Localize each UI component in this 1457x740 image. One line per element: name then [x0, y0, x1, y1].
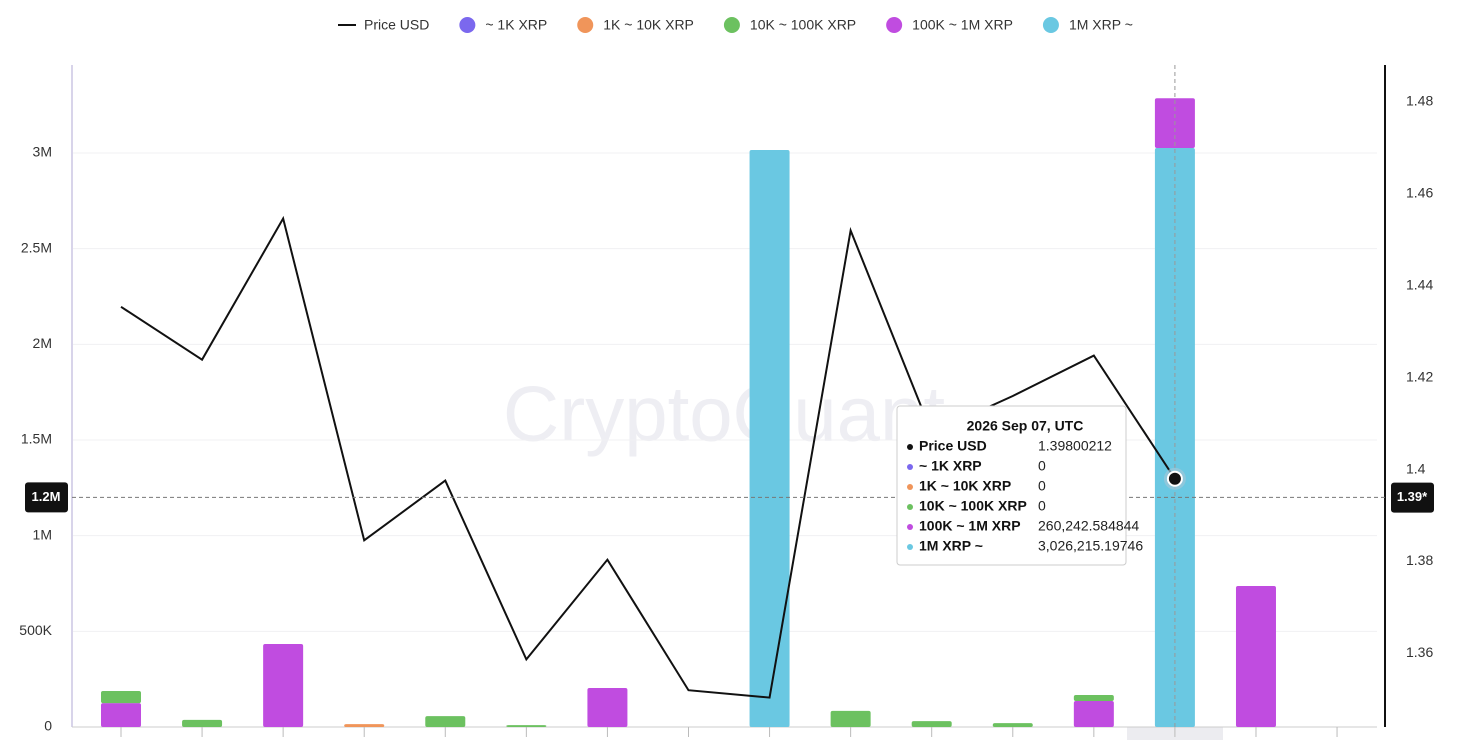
tooltip-series-name: 10K ~ 100K XRP: [919, 498, 1027, 514]
bar-segment: [587, 687, 628, 727]
y-tick-label: 2.5M: [21, 239, 52, 255]
tooltip-value: 0: [1038, 458, 1046, 474]
tooltip-value: 260,242.584844: [1038, 518, 1139, 534]
tooltip-value: 0: [1038, 498, 1046, 514]
legend-label: ~ 1K XRP: [485, 17, 547, 33]
bar-segment: [263, 643, 304, 727]
crosshair-y-box: [25, 482, 68, 513]
y-tick-label: 2M: [33, 335, 52, 351]
legend-label: 1M XRP ~: [1069, 17, 1133, 33]
tooltip-dot: [907, 504, 913, 510]
y-tick-label: 1M: [33, 526, 52, 542]
y-tick-label: 1.5M: [21, 431, 52, 447]
y2-tick-label: 1.46: [1406, 184, 1433, 200]
tooltip-series-name: 1K ~ 10K XRP: [919, 478, 1011, 494]
legend-label: 1K ~ 10K XRP: [603, 17, 694, 33]
tooltip-series-name: 1M XRP ~: [919, 538, 983, 554]
bar-segment: [344, 724, 385, 727]
legend-dot: [459, 17, 476, 33]
legend-label: 10K ~ 100K XRP: [750, 17, 856, 33]
tooltip-dot: [907, 544, 913, 550]
crosshair-y-label: 1.2M: [32, 489, 61, 504]
bar-segment: [749, 149, 790, 727]
y2-tick-label: 1.48: [1406, 92, 1433, 108]
tooltip-value: 3,026,215.19746: [1038, 538, 1143, 554]
bar-segment: [506, 725, 547, 727]
watermark: CryptoQuant: [503, 370, 946, 458]
y2-tick-label: 1.42: [1406, 368, 1433, 384]
bar-segment: [101, 703, 141, 727]
bar-segment: [182, 719, 223, 727]
legend-dot: [886, 17, 903, 33]
tooltip: 2026 Sep 07, UTC Price USD 1.39800212 ~ 1K …: [896, 405, 1143, 566]
bar-segment: [830, 710, 871, 727]
bar-segment: [1235, 585, 1276, 727]
tooltip-dot: [907, 444, 913, 450]
legend-dot: [723, 17, 740, 33]
bar-segment: [911, 721, 952, 727]
bar-segment: [101, 691, 141, 704]
tooltip-dot: [907, 484, 913, 490]
tooltip-dot: [907, 464, 913, 470]
tooltip-value: 0: [1038, 478, 1046, 494]
tooltip-series-name: 100K ~ 1M XRP: [919, 518, 1021, 534]
y-tick-label: 3M: [33, 144, 52, 160]
price-line: [120, 215, 1176, 699]
tooltip-series-name: ~ 1K XRP: [919, 458, 982, 474]
y2-tick-label: 1.36: [1406, 644, 1433, 660]
y2-tick-label: 1.4: [1406, 460, 1426, 476]
bar-segment: [992, 723, 1033, 727]
crosshair-y2-label: 1.39*: [1397, 489, 1428, 504]
tooltip-value: 1.39800212: [1038, 438, 1112, 454]
y-tick-label: 500K: [19, 622, 52, 638]
tooltip-box: [896, 405, 1127, 566]
legend-dot: [1042, 17, 1059, 33]
legend-label: Price USD: [364, 17, 429, 33]
bar-segment: [1073, 700, 1114, 727]
y2-tick-label: 1.38: [1406, 552, 1433, 568]
tooltip-dot: [907, 524, 913, 530]
y2-tick-label: 1.44: [1406, 276, 1433, 292]
y-tick-label: 0: [44, 718, 52, 734]
bar-segment: [1073, 695, 1114, 701]
legend-dot: [577, 17, 594, 33]
legend-label: 100K ~ 1M XRP: [912, 17, 1013, 33]
crosshair-y2-box: [1391, 482, 1434, 513]
tooltip-series-name: Price USD: [919, 438, 987, 454]
hover-point: [1166, 470, 1183, 487]
tooltip-title: 2026 Sep 07, UTC: [967, 418, 1084, 434]
bar-segment: [425, 716, 466, 727]
